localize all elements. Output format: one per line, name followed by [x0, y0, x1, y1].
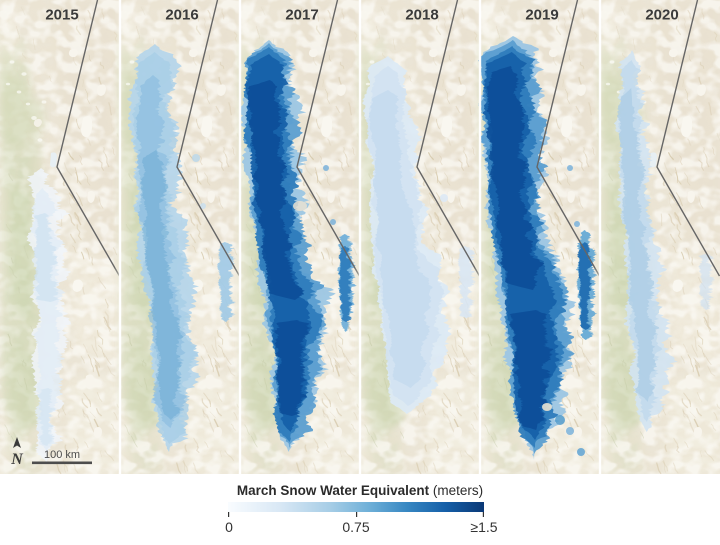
svg-text:2018: 2018	[405, 7, 438, 24]
svg-text:2019: 2019	[525, 7, 558, 24]
svg-text:2017: 2017	[285, 7, 318, 24]
svg-text:N: N	[10, 451, 24, 468]
svg-text:2016: 2016	[165, 7, 198, 24]
svg-text:2015: 2015	[45, 7, 78, 24]
svg-text:2020: 2020	[645, 7, 678, 24]
svg-text:100 km: 100 km	[44, 449, 80, 461]
